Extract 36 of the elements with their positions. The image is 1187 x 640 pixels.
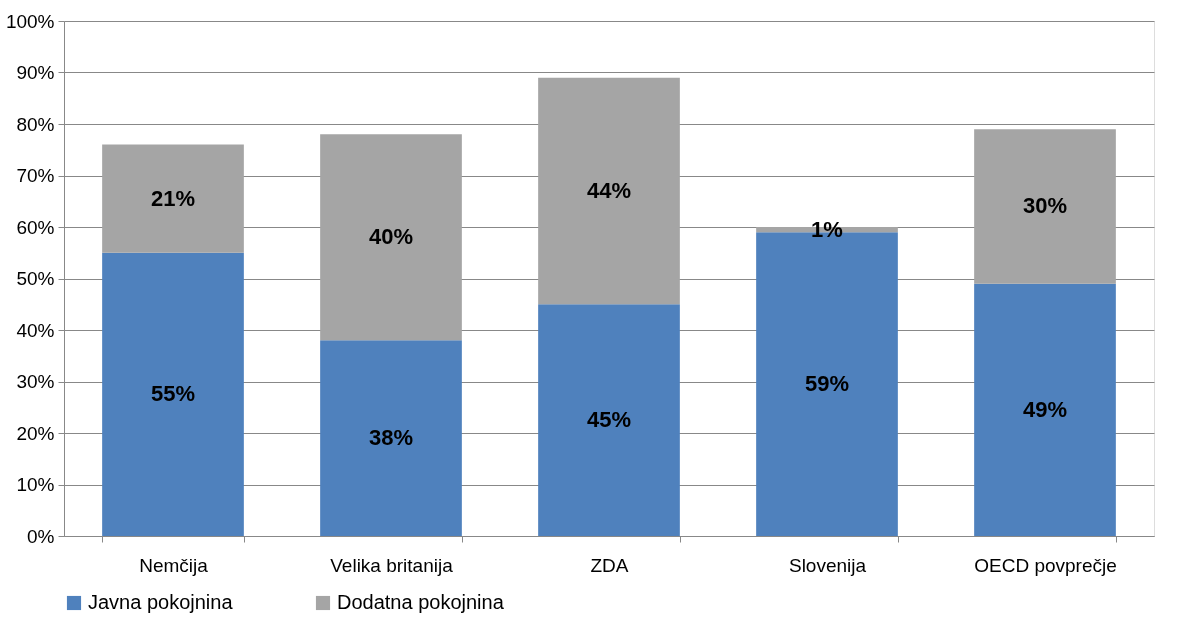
x-tick-label: Slovenija — [788, 554, 867, 576]
x-tick-label: Nemčija — [139, 554, 209, 576]
y-tick-label: 60% — [16, 216, 55, 238]
bar — [974, 129, 1116, 284]
y-tick-label: 40% — [16, 319, 55, 341]
y-tick-label: 10% — [16, 474, 55, 495]
data-label: 45% — [586, 407, 632, 433]
bar — [974, 283, 1116, 536]
bar — [102, 144, 244, 253]
data-label: 1% — [811, 216, 843, 242]
x-tick-label: OECD povprečje — [974, 554, 1117, 576]
bar — [320, 340, 462, 536]
y-tick-label: 30% — [16, 371, 55, 392]
data-label: 44% — [586, 177, 632, 203]
y-tick-label: 0% — [27, 525, 55, 547]
y-tick-label: 70% — [16, 165, 55, 186]
legend-label: Javna pokojnina — [88, 591, 234, 613]
data-label: 49% — [1022, 396, 1068, 422]
bar — [538, 77, 680, 305]
data-label: 30% — [1022, 193, 1068, 219]
data-label: 59% — [804, 371, 850, 397]
data-label: 55% — [150, 381, 196, 407]
legend-label: Dodatna pokojnina — [337, 591, 505, 613]
x-tick-label: Velika britanija — [330, 554, 454, 576]
bar — [320, 134, 462, 341]
data-label: 40% — [368, 224, 414, 250]
data-label: 21% — [150, 185, 196, 211]
y-tick-label: 100% — [5, 10, 55, 32]
bar — [538, 304, 680, 536]
y-tick-label: 90% — [16, 62, 55, 83]
y-tick-label: 50% — [16, 268, 55, 289]
bar — [102, 252, 244, 536]
x-tick-label: ZDA — [590, 554, 629, 576]
y-tick-label: 80% — [16, 113, 55, 135]
data-label: 38% — [368, 425, 414, 451]
y-tick-label: 20% — [16, 422, 55, 444]
